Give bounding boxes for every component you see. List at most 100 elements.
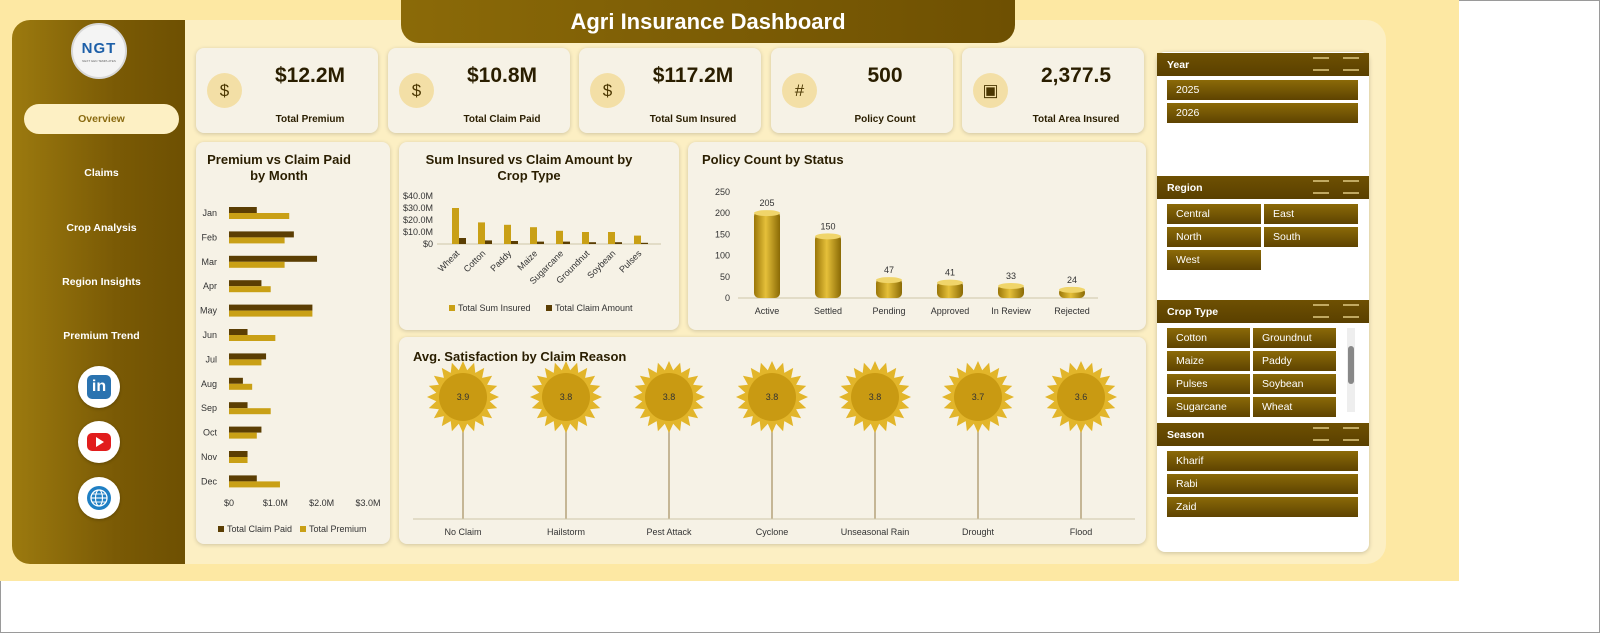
x-tick-label: Drought [962,527,995,537]
clear-filter-icon[interactable] [1343,304,1359,318]
kpi-value: 2,377.5 [1040,64,1112,87]
flower-center [1057,373,1105,421]
slicer-item[interactable]: Rabi [1167,474,1358,494]
slicer-item[interactable]: 2026 [1167,103,1358,123]
logo-subtext: NEXT GEN TEMPLATES [82,58,116,63]
multi-select-icon[interactable] [1313,304,1329,318]
bar-total-premium [229,359,262,366]
data-label: 47 [884,265,894,275]
bar-total-claim-amount [641,242,648,244]
slicer-title: Season [1167,428,1205,441]
x-tick-label: No Claim [444,527,481,537]
linkedin-button[interactable]: in [78,366,120,408]
bar-total-premium [229,408,271,415]
legend-label: Total Premium [309,524,367,534]
y-tick-label: 200 [715,208,730,218]
x-tick-label: Pest Attack [646,527,692,537]
slicer-item[interactable]: Kharif [1167,451,1358,471]
bar-top [937,279,963,286]
y-tick-label: Apr [203,281,217,291]
clear-filter-icon[interactable] [1343,180,1359,194]
multi-select-icon[interactable] [1313,180,1329,194]
y-tick-label: Feb [201,232,217,242]
slicer-item[interactable]: 2025 [1167,80,1358,100]
slicer-title: Crop Type [1167,305,1219,318]
flower-center [645,373,693,421]
scrollbar-thumb[interactable] [1348,346,1354,384]
flower-center [954,373,1002,421]
youtube-icon [87,433,111,451]
flower-center [748,373,796,421]
flower-center [439,373,487,421]
website-button[interactable] [78,477,120,519]
chart-title: Policy Count by Status [702,152,844,167]
data-label: 3.7 [972,392,985,402]
slicer-item[interactable]: Paddy [1253,351,1336,371]
slicer-item[interactable]: North [1167,227,1261,247]
nav-crop-analysis[interactable]: Crop Analysis [66,222,137,234]
y-tick-label: 100 [715,251,730,261]
bar-top [1059,286,1085,293]
logo: NGT NEXT GEN TEMPLATES [71,23,127,79]
slicer-item[interactable]: Cotton [1167,328,1250,348]
bar-total-claim-paid [229,255,318,262]
y-tick-label: 250 [715,187,730,197]
y-tick-label: Aug [201,379,217,389]
bar-top [815,233,841,240]
slicer-item[interactable]: Groundnut [1253,328,1336,348]
kpi-total-sum-insured: $ $117.2M Total Sum Insured [579,48,761,133]
bar-total-claim-amount [589,242,596,244]
clear-filter-icon[interactable] [1343,427,1359,441]
data-label: 3.8 [766,392,779,402]
dollar-icon: $ [590,73,625,108]
bar [754,211,780,298]
x-tick-label: $1.0M [263,498,288,508]
kpi-value: $10.8M [466,64,538,87]
slicer-item[interactable]: Central [1167,204,1261,224]
slicer-item[interactable]: Pulses [1167,374,1250,394]
legend-label: Total Claim Paid [227,524,292,534]
data-label: 24 [1067,275,1077,285]
bar-total-premium [229,213,290,219]
x-tick-label: Pulses [617,248,644,275]
chart-satisfaction: 3.9 No Claim 3.8 Hailstorm 3.8 Pest Attack 3.8… [413,361,1135,537]
multi-select-icon[interactable] [1313,427,1329,441]
bar-total-premium [229,261,285,268]
y-tick-label: Oct [203,428,218,438]
nav-overview[interactable]: Overview [24,104,179,134]
y-tick-label: Mar [202,257,218,267]
x-tick-label: Unseasonal Rain [841,527,910,537]
legend-swatch [449,305,455,311]
slicer-item[interactable]: Sugarcane [1167,397,1250,417]
slicer-item[interactable]: Maize [1167,351,1250,371]
multi-select-icon[interactable] [1313,57,1329,71]
slicer-scrollbar[interactable] [1347,328,1355,412]
slicer-item[interactable]: Wheat [1253,397,1336,417]
chart-card-satisfaction: Avg. Satisfaction by Claim Reason 3.9 No … [399,337,1146,544]
slicer-region-header: Region [1157,176,1369,199]
x-tick-label: Wheat [436,248,462,274]
youtube-button[interactable] [78,421,120,463]
data-label: 33 [1006,271,1016,281]
bar-total-claim-paid [229,426,262,433]
nav-region-insights[interactable]: Region Insights [62,276,141,288]
nav-premium-trend[interactable]: Premium Trend [63,330,140,342]
bar-total-premium [229,237,285,244]
chart-title: Premium vs Claim Paid by Month [207,152,351,183]
data-label: 205 [759,198,774,208]
x-tick-label: Soybean [585,248,617,280]
kpi-label: Total Premium [275,114,345,125]
bar-total-sum-insured [556,230,563,244]
clear-filter-icon[interactable] [1343,57,1359,71]
slicer-item[interactable]: West [1167,250,1261,270]
bar-total-claim-amount [563,241,570,244]
slicer-item[interactable]: Zaid [1167,497,1358,517]
nav-claims[interactable]: Claims [84,167,119,179]
slicer-item[interactable]: South [1264,227,1358,247]
slicer-item[interactable]: Soybean [1253,374,1336,394]
slicer-title: Year [1167,58,1190,71]
bar-total-sum-insured [504,224,511,244]
chart-card-premium-vs-claim: Premium vs Claim Paid by Month Jan Feb Mar… [196,142,390,544]
x-tick-label: Hailstorm [547,527,585,537]
slicer-item[interactable]: East [1264,204,1358,224]
